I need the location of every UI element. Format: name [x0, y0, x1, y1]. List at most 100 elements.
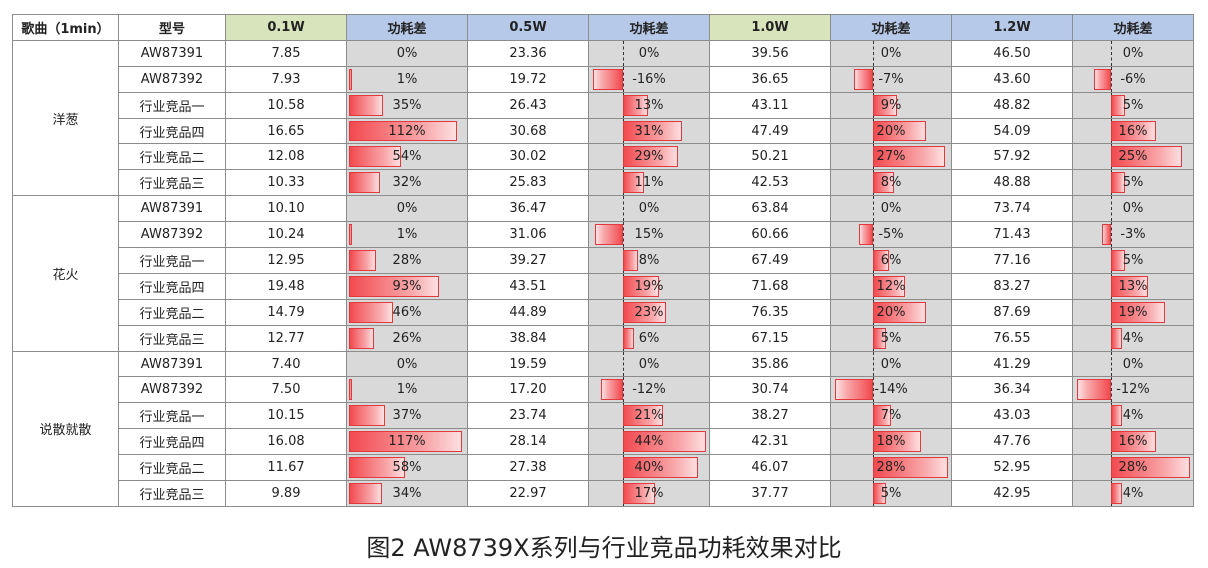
- diff-text: 32%: [392, 175, 422, 191]
- model-name: 行业竞品二: [118, 143, 226, 171]
- diff-bar: [623, 483, 656, 504]
- power-value: 16.65: [225, 117, 347, 145]
- power-value: 39.56: [709, 39, 831, 67]
- diff-bar: [623, 405, 663, 427]
- table-row: 花火 AW87391 10.10 0% 36.47 0% 63.84 0% 73.74 0%: [12, 195, 1194, 352]
- power-value: 83.27: [951, 272, 1073, 300]
- power-diff: 93%: [346, 272, 468, 300]
- power-value: 7.40: [225, 350, 347, 378]
- diff-bar: [349, 224, 352, 246]
- power-value: 7.85: [225, 39, 347, 67]
- diff-bar: [623, 172, 644, 194]
- diff-bar: [853, 68, 873, 90]
- diff-bar: [1077, 379, 1111, 401]
- song-name: 说散就散: [12, 350, 119, 507]
- model-name: 行业竞品三: [118, 324, 226, 352]
- diff-text: 19%: [1118, 304, 1148, 320]
- table-row: 洋葱 AW87391 7.85 0% 23.36 0% 39.56 0% 46.50 0%: [12, 39, 1194, 197]
- table-row: 行业竞品一 12.95 28% 39.27 8% 67.49 6% 77.16 5%: [13, 247, 1194, 274]
- diff-text: 35%: [392, 97, 422, 113]
- diff-text: 0%: [396, 201, 418, 217]
- power-value: 67.15: [709, 324, 831, 352]
- table-row: AW87392 10.24 1% 31.06 15% 60.66 -5% 71.43 -3%: [13, 221, 1194, 249]
- diff-text: 112%: [388, 123, 426, 139]
- diff-text: 54%: [392, 149, 422, 165]
- diff-text: 8%: [638, 252, 660, 268]
- diff-text: 17%: [634, 485, 664, 501]
- model-name: 行业竞品一: [118, 402, 226, 430]
- diff-bar: [349, 94, 383, 116]
- diff-bar: [623, 431, 706, 453]
- power-value: 26.43: [467, 91, 589, 119]
- table-row: 行业竞品三 12.77 26% 38.84 6% 67.15 5% 76.55 4%: [13, 324, 1194, 352]
- power-diff: 9%: [830, 91, 952, 119]
- diff-text: 0%: [880, 45, 902, 61]
- power-diff: 0%: [346, 350, 468, 378]
- diff-text: 18%: [876, 434, 906, 450]
- power-diff: 0%: [346, 39, 468, 67]
- diff-text: 6%: [880, 252, 902, 268]
- header-diff: 功耗差: [1072, 14, 1194, 41]
- power-value: 67.49: [709, 247, 831, 274]
- diff-text: 11%: [634, 175, 664, 191]
- power-value: 10.58: [225, 91, 347, 119]
- diff-bar: [623, 301, 667, 323]
- power-diff: 1%: [346, 221, 468, 249]
- power-diff: 5%: [1072, 91, 1194, 119]
- header-diff: 功耗差: [830, 14, 952, 41]
- diff-text: 28%: [876, 460, 906, 476]
- power-diff: 31%: [588, 117, 710, 145]
- power-diff: 8%: [588, 247, 710, 274]
- power-value: 43.51: [467, 272, 589, 300]
- diff-bar: [349, 483, 382, 504]
- power-value: 25.83: [467, 169, 589, 197]
- table-row: 行业竞品三 9.89 34% 22.97 17% 37.77 5% 42.95 4%: [13, 480, 1194, 507]
- diff-bar: [1093, 68, 1111, 90]
- power-value: 35.86: [709, 350, 831, 378]
- power-value: 31.06: [467, 221, 589, 249]
- power-diff: 7%: [830, 402, 952, 430]
- power-diff: 8%: [830, 169, 952, 197]
- power-value: 28.14: [467, 428, 589, 456]
- diff-bar: [623, 275, 659, 297]
- model-name: 行业竞品三: [118, 169, 226, 197]
- power-diff: 58%: [346, 454, 468, 482]
- diff-text: 34%: [392, 485, 422, 501]
- diff-bar: [1110, 94, 1126, 116]
- diff-text: 27%: [876, 149, 906, 165]
- diff-text: -12%: [1116, 382, 1150, 398]
- power-value: 7.50: [225, 376, 347, 404]
- power-diff: 0%: [1072, 195, 1194, 223]
- diff-bar: [349, 379, 352, 401]
- header-row: 歌曲（1min） 型号 0.1W 功耗差 0.5W 功耗差 1.0W 功耗差 1…: [12, 14, 1194, 41]
- bar-axis: [872, 377, 874, 402]
- power-value: 10.24: [225, 221, 347, 249]
- diff-text: 5%: [880, 330, 902, 346]
- diff-text: 0%: [1122, 201, 1144, 217]
- power-diff: 29%: [588, 143, 710, 171]
- header-0-1w: 0.1W: [225, 14, 347, 41]
- diff-bar: [623, 94, 648, 116]
- diff-bar: [872, 301, 927, 323]
- diff-bar: [349, 120, 458, 142]
- diff-text: 0%: [880, 201, 902, 217]
- diff-bar: [1102, 224, 1111, 246]
- model-name: 行业竞品二: [118, 298, 226, 326]
- diff-text: 23%: [634, 304, 664, 320]
- diff-text: 0%: [638, 201, 660, 217]
- diff-text: 37%: [392, 408, 422, 424]
- power-diff: 19%: [588, 272, 710, 300]
- diff-text: 16%: [1118, 123, 1148, 139]
- diff-text: 40%: [634, 460, 664, 476]
- power-value: 36.34: [951, 376, 1073, 404]
- power-value: 87.69: [951, 298, 1073, 326]
- diff-bar: [349, 146, 402, 168]
- power-diff: 32%: [346, 169, 468, 197]
- power-value: 36.47: [467, 195, 589, 223]
- bar-axis: [872, 222, 874, 247]
- diff-text: 46%: [392, 304, 422, 320]
- diff-bar: [594, 224, 624, 246]
- diff-text: 1%: [396, 227, 418, 243]
- diff-bar: [872, 146, 946, 168]
- song-name: 花火: [12, 195, 119, 352]
